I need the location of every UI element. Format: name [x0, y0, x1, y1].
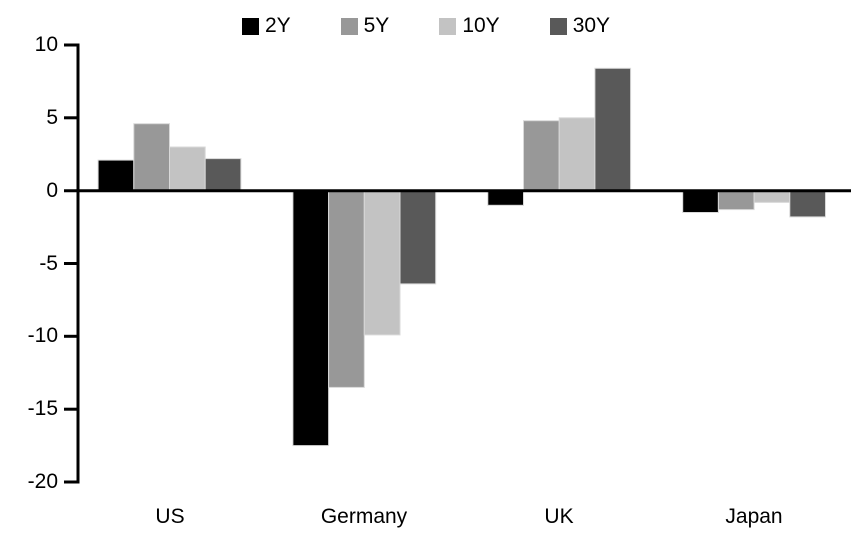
bar-US-5Y [133, 123, 171, 192]
y-axis-tick-label: 10 [34, 33, 58, 56]
legend-swatch-30Y [549, 17, 567, 35]
bar-UK-5Y [523, 120, 560, 192]
y-axis-tick-label: 5 [46, 106, 58, 129]
x-axis-category-label: Germany [320, 505, 408, 528]
x-axis-category-label: Japan [725, 505, 783, 528]
legend-item-5Y: 5Y [340, 14, 390, 38]
legend-label: 10Y [462, 14, 500, 37]
legend-label: 2Y [264, 14, 291, 37]
legend-item-10Y: 10Y [439, 14, 500, 38]
y-axis-tick-label: -5 [39, 252, 58, 275]
bar-US-2Y [97, 159, 135, 192]
bar-Japan-30Y [789, 190, 826, 218]
legend-label: 30Y [572, 14, 611, 37]
legend-item-2Y: 2Y [241, 14, 291, 38]
legend-item-30Y: 30Y [549, 14, 611, 38]
y-axis-tick-label: 0 [46, 179, 58, 202]
bar-UK-2Y [487, 190, 524, 206]
legend-swatch-2Y [241, 17, 259, 35]
x-axis-category-label: US [155, 505, 185, 528]
bar-Germany-30Y [399, 190, 437, 285]
bar-Japan-5Y [717, 190, 755, 211]
y-axis-tick-label: -10 [27, 324, 58, 347]
bar-UK-10Y [558, 117, 596, 192]
bar-UK-30Y [594, 67, 632, 192]
legend-swatch-10Y [439, 17, 457, 35]
bar-Germany-10Y [363, 190, 401, 336]
y-axis-tick-label: -15 [27, 397, 58, 420]
legend-label: 5Y [363, 14, 390, 37]
bar-US-30Y [204, 158, 242, 192]
chart-legend: 2Y 5Y 10Y 30Y [0, 14, 852, 38]
bar-Germany-2Y [292, 190, 330, 447]
bar-Japan-2Y [682, 190, 719, 213]
bar-Germany-5Y [328, 190, 365, 388]
bar-Japan-10Y [753, 190, 791, 203]
y-axis-tick-label: -20 [27, 470, 58, 493]
legend-swatch-5Y [340, 17, 358, 35]
bar-US-10Y [169, 146, 206, 192]
x-axis-category-label: UK [544, 505, 574, 528]
